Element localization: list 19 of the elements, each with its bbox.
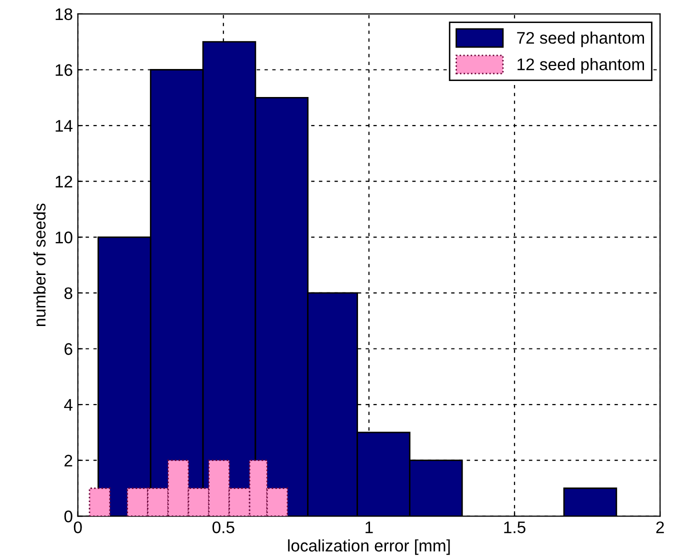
y-tick-label: 10: [56, 232, 72, 244]
legend-label: 72 seed phantom: [517, 32, 644, 48]
y-tick-label: 2: [64, 454, 72, 466]
y-tick-label: 4: [64, 399, 73, 411]
x-tick-label: 0.5: [212, 521, 234, 534]
y-tick-label: 8: [64, 287, 72, 300]
legend-label: 12 seed phantom: [518, 58, 644, 74]
y-tick-label: 6: [64, 343, 72, 355]
y-tick-label: 12: [56, 176, 72, 188]
y-axis-title: number of seeds: [33, 204, 46, 326]
y-tick-label: 14: [56, 120, 73, 132]
y-tick-label: 16: [56, 64, 72, 76]
y-tick-label: 0: [64, 510, 72, 522]
x-tick-label: 1: [366, 522, 373, 534]
x-tick-label: 1.5: [504, 522, 526, 534]
x-tick-label: 2: [656, 521, 664, 534]
x-axis-title: localization error [mm]: [288, 539, 450, 555]
y-tick-label: 18: [56, 8, 72, 20]
x-tick-label: 0: [74, 521, 82, 534]
